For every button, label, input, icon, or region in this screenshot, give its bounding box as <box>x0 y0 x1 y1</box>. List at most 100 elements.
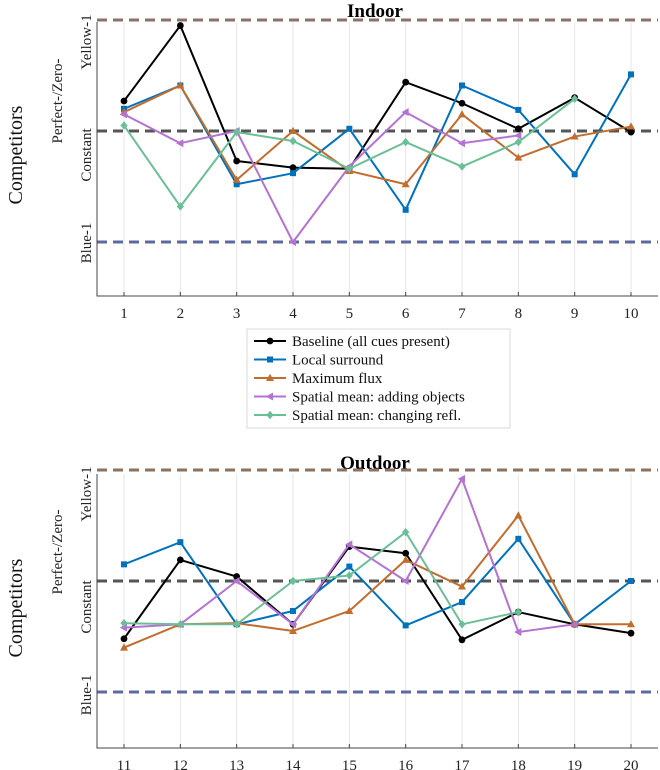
data-point <box>176 620 184 629</box>
indoor-ylabel-blue: Blue-1 <box>79 223 95 264</box>
data-point <box>289 136 297 146</box>
axis-frame <box>96 474 658 749</box>
data-point <box>120 618 128 628</box>
x-tick-label: 6 <box>402 306 410 322</box>
data-point <box>514 125 522 133</box>
data-point <box>176 22 184 29</box>
indoor-ylabel-perfect: Perfect-/Zero- <box>50 59 66 144</box>
outdoor-series <box>119 474 635 651</box>
legend-label: Maximum flux <box>292 371 383 387</box>
series-line <box>123 24 632 170</box>
series-line <box>123 545 632 641</box>
data-point <box>290 170 296 177</box>
legend-marker <box>266 373 274 381</box>
data-point <box>289 626 297 634</box>
series-line <box>123 531 519 626</box>
data-point <box>345 606 354 614</box>
x-tick-label: 16 <box>398 758 414 770</box>
data-point <box>627 629 635 637</box>
x-tick-label: 11 <box>117 758 131 770</box>
x-tick-label: 13 <box>229 758 244 770</box>
axis-frame <box>96 22 658 297</box>
data-point <box>515 106 522 113</box>
data-point <box>346 563 353 570</box>
data-point <box>514 511 523 519</box>
data-point <box>233 127 241 137</box>
legend-marker <box>266 337 274 345</box>
indoor-axis-title: Competitors <box>5 105 27 204</box>
data-point <box>514 153 523 161</box>
legend-label: Baseline (all cues present) <box>292 334 450 350</box>
x-tick-label: 19 <box>567 758 582 770</box>
data-point <box>402 527 410 537</box>
legend-box <box>246 328 511 429</box>
x-tick-label: 14 <box>286 758 302 770</box>
data-point <box>345 164 353 173</box>
outdoor-ylabel-constant: Constant <box>79 580 95 634</box>
outdoor-ylabel-blue: Blue-1 <box>79 675 95 716</box>
data-point <box>288 620 296 629</box>
data-point <box>401 555 410 563</box>
legend-label: Spatial mean: changing refl. <box>292 408 461 424</box>
data-point <box>458 162 466 171</box>
series-line <box>123 111 519 243</box>
x-tick-label: 10 <box>624 306 639 322</box>
data-point <box>570 132 579 140</box>
x-tick-label: 4 <box>289 306 297 322</box>
x-tick-label: 18 <box>511 758 526 770</box>
data-point <box>233 157 241 165</box>
data-point <box>402 549 410 557</box>
data-point <box>514 137 522 147</box>
data-point <box>121 561 127 568</box>
data-point <box>120 635 128 643</box>
indoor-axes <box>96 22 658 297</box>
data-point <box>289 126 297 134</box>
outdoor-ylabel-yellow: Yellow-1 <box>79 466 95 521</box>
data-point <box>457 139 465 148</box>
outdoor-ylabel-perfect: Perfect-/Zero- <box>50 510 66 595</box>
data-point <box>459 599 465 606</box>
indoor-grid <box>123 22 632 296</box>
x-tick-label: 2 <box>177 306 185 322</box>
data-point <box>289 164 297 172</box>
data-point <box>514 628 522 637</box>
x-tick-label: 17 <box>455 758 471 770</box>
series-line <box>123 84 632 186</box>
data-point <box>457 474 465 483</box>
data-point <box>290 607 296 614</box>
outdoor-panel: Outdoor 11 12 13 14 15 16 17 18 19 20 Yellow-1 Pe… <box>5 453 658 770</box>
data-point <box>345 540 353 549</box>
indoor-series <box>119 22 635 246</box>
indoor-title: Indoor <box>347 1 404 22</box>
outdoor-grid <box>123 474 632 748</box>
data-point <box>515 535 522 542</box>
data-point <box>627 620 635 628</box>
data-point <box>176 139 184 148</box>
data-point <box>233 181 240 188</box>
data-point <box>514 131 522 140</box>
data-point <box>627 128 635 136</box>
data-point <box>232 175 241 183</box>
x-tick-label: 3 <box>233 306 241 322</box>
data-point <box>401 577 409 585</box>
data-point <box>459 82 465 89</box>
data-point <box>176 556 184 564</box>
indoor-ylabel-yellow: Yellow-1 <box>79 14 95 69</box>
data-point <box>233 620 241 629</box>
data-point <box>346 125 353 132</box>
data-point <box>458 99 466 107</box>
series-line <box>123 537 632 627</box>
legend-marker <box>267 356 273 363</box>
legend: Baseline (all cues present) Local surroun… <box>246 328 511 429</box>
data-point <box>571 171 578 178</box>
data-point <box>345 571 353 580</box>
indoor-ylabel-constant: Constant <box>79 128 95 182</box>
x-tick-label: 20 <box>624 758 639 770</box>
data-point <box>514 607 522 617</box>
data-point <box>402 137 410 147</box>
data-point <box>570 620 578 629</box>
data-point <box>402 622 409 629</box>
data-point <box>176 202 184 211</box>
indoor-x-ticks: 1 2 3 4 5 6 7 8 9 10 <box>120 306 638 322</box>
